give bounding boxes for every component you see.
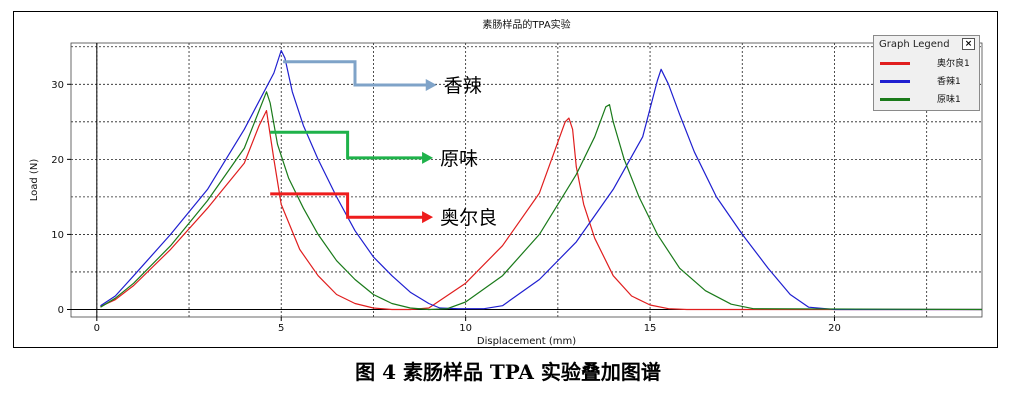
y-axis-label: Load (N): [29, 159, 40, 202]
annotation-arrow: [270, 130, 426, 160]
annotation-label: 奥尔良: [440, 207, 497, 229]
legend-swatch: [880, 80, 910, 83]
legend-label: 香辣1: [937, 77, 961, 87]
x-tick-label: 0: [94, 323, 100, 334]
x-tick-label: 5: [278, 323, 284, 334]
y-tick-label: 0: [58, 305, 64, 316]
chart-title: 素肠样品的TPA实验: [482, 18, 570, 31]
close-icon[interactable]: ×: [962, 38, 975, 50]
graph-legend[interactable]: Graph Legend × 奥尔良1 香辣1 原味1: [873, 35, 980, 111]
legend-item-yuanwei[interactable]: 原味1: [880, 92, 976, 106]
arrow-head-icon: [425, 79, 437, 92]
series-line-2: [100, 91, 983, 311]
annotation-arrow: [283, 60, 429, 87]
y-tick-label: 30: [51, 80, 64, 91]
plot-border: [70, 42, 983, 318]
legend-item-xiangla[interactable]: 香辣1: [880, 74, 976, 88]
legend-title: Graph Legend: [879, 39, 950, 50]
annotation-label: 原味: [440, 148, 478, 170]
legend-swatch: [880, 98, 910, 101]
x-tick-label: 15: [644, 323, 657, 334]
x-tick-label: 10: [459, 323, 472, 334]
grid: [71, 43, 982, 317]
annotation-label: 香辣: [444, 75, 482, 97]
arrow-head-icon: [422, 211, 434, 224]
annotation-arrow: [270, 192, 426, 219]
x-axis-label: Displacement (mm): [477, 336, 576, 346]
legend-swatch: [880, 62, 910, 65]
arrow-head-icon: [422, 151, 434, 164]
y-tick-label: 20: [51, 155, 64, 166]
chart-frame: 素肠样品的TPA实验 0 5 10 15 20 0 10 20 30 香辣原味奥尔良 Displ…: [13, 11, 998, 348]
legend-label: 奥尔良1: [937, 59, 970, 69]
series-layer: [100, 49, 983, 311]
y-tick-label: 10: [51, 230, 64, 241]
series-line-0: [100, 110, 982, 311]
x-tick-label: 20: [828, 323, 841, 334]
legend-label: 原味1: [937, 95, 961, 105]
legend-item-aoerliang[interactable]: 奥尔良1: [880, 56, 976, 70]
figure-caption: 图 4 素肠样品 TPA 实验叠加图谱: [355, 360, 661, 384]
